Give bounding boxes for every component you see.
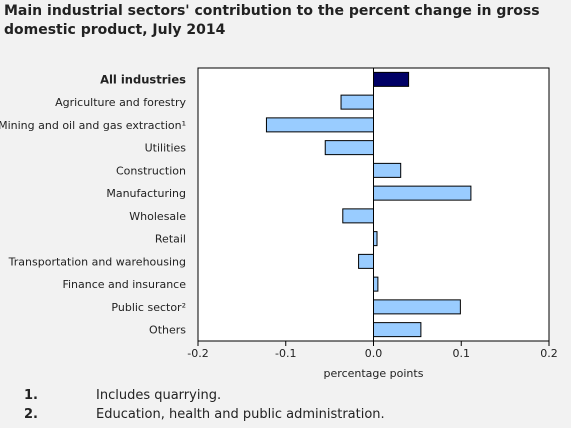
bar-chart: All industries Agriculture and forestry Mi… <box>0 67 558 380</box>
bar <box>340 94 374 110</box>
category-label: Public sector² <box>111 301 186 314</box>
footnote-1-number: 1. <box>24 388 38 403</box>
category-label: Manufacturing <box>106 187 186 200</box>
bar <box>373 162 402 178</box>
chart-title: Main industrial sectors' contribution to… <box>4 3 540 38</box>
bar <box>373 185 472 201</box>
x-axis-label: percentage points <box>324 367 424 380</box>
footnote-2-text: Education, health and public administrat… <box>96 407 385 422</box>
footnote-1: 1. Includes quarrying. <box>0 388 571 408</box>
category-label: All industries <box>100 72 186 86</box>
x-tick-label: -0.2 <box>187 347 208 360</box>
bar <box>373 71 410 87</box>
category-label: Utilities <box>145 142 187 155</box>
category-label: Mining and oil and gas extraction¹ <box>0 119 186 132</box>
x-tick-label: 0.2 <box>540 347 558 360</box>
bar <box>373 322 422 338</box>
category-label: Agriculture and forestry <box>55 96 186 109</box>
category-label: Transportation and warehousing <box>8 255 186 268</box>
bar <box>358 253 374 269</box>
bar <box>373 231 378 247</box>
bar <box>342 208 375 224</box>
category-label: Finance and insurance <box>62 278 186 291</box>
category-label: Retail <box>155 233 186 246</box>
category-label: Construction <box>116 164 186 177</box>
bar <box>373 276 379 292</box>
bar <box>324 140 374 156</box>
x-tick-label: 0.1 <box>453 347 471 360</box>
footnote-1-text: Includes quarrying. <box>96 388 222 403</box>
footnote-2: 2. Education, health and public administ… <box>0 407 571 427</box>
bar <box>373 299 461 315</box>
footnote-2-number: 2. <box>24 407 38 422</box>
bar <box>265 117 375 133</box>
category-label: Others <box>149 324 186 337</box>
x-tick-label: -0.1 <box>275 347 296 360</box>
category-label: Wholesale <box>129 210 186 223</box>
x-tick-label: 0.0 <box>365 347 383 360</box>
